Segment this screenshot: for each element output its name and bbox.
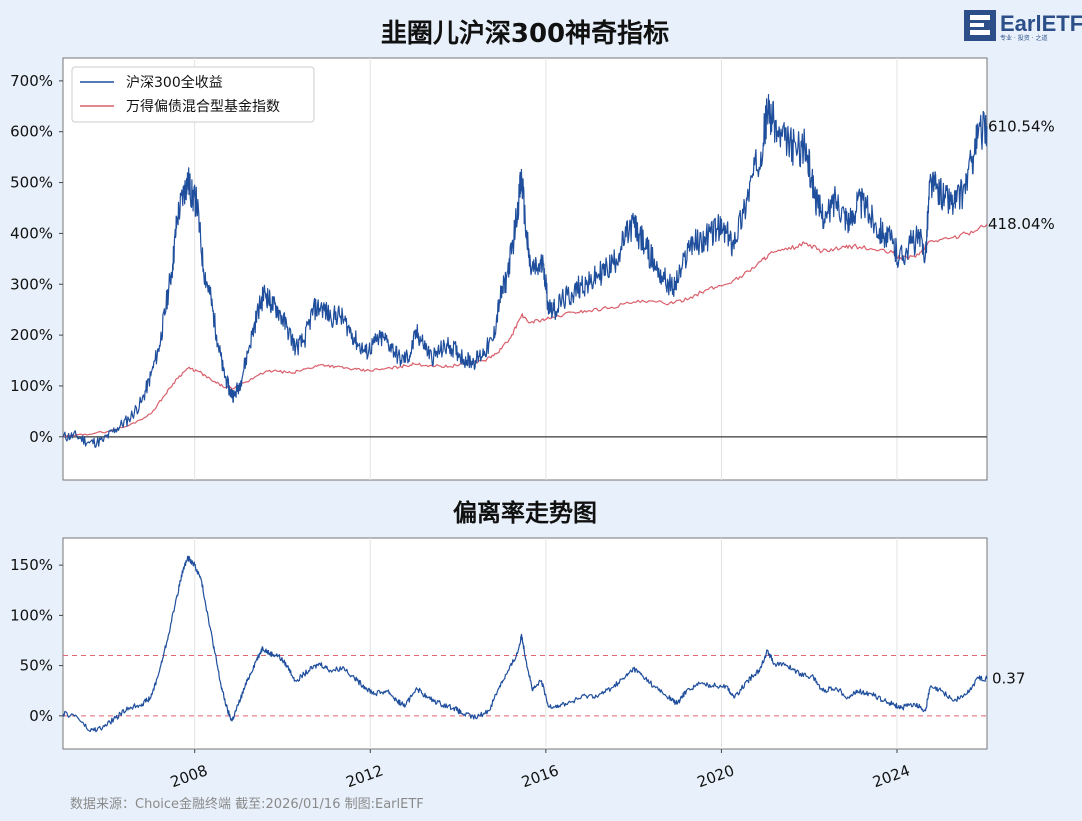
deviation-chart-title: 偏离率走势图 bbox=[453, 499, 597, 527]
top-end-labels: 418.04% 610.54% bbox=[988, 117, 1055, 233]
x-axis: 2008 2012 2016 2020 2024 bbox=[168, 749, 912, 791]
x-tick-label: 2024 bbox=[870, 761, 912, 791]
top-y-tick-label: 400% bbox=[10, 224, 53, 242]
legend: 沪深300全收益 万得偏债混合型基金指数 bbox=[71, 66, 315, 123]
top-y-tick-label: 300% bbox=[10, 275, 53, 293]
series-line-hs300 bbox=[62, 94, 988, 448]
logo: EarlETF 专业 · 投资 · 之道 bbox=[964, 10, 1082, 42]
bottom-y-axis: 0% 50% 100% 150% bbox=[10, 556, 63, 725]
main-chart-title: 韭圈儿沪深300神奇指标 bbox=[381, 19, 669, 49]
bottom-y-tick-label: 100% bbox=[10, 606, 53, 624]
series-line-bond-fund bbox=[63, 223, 988, 438]
end-label-bond-fund: 418.04% bbox=[988, 215, 1055, 233]
bottom-end-labels: 0.37 bbox=[992, 670, 1025, 688]
end-label-hs300: 610.54% bbox=[988, 117, 1055, 135]
top-y-tick-label: 600% bbox=[10, 123, 53, 141]
bottom-y-tick-label: 150% bbox=[10, 556, 53, 574]
top-grid bbox=[194, 58, 898, 480]
top-y-tick-label: 700% bbox=[10, 72, 53, 90]
x-tick-label: 2012 bbox=[344, 761, 386, 791]
bottom-y-tick-label: 50% bbox=[20, 657, 53, 675]
series-line-deviation bbox=[62, 555, 988, 733]
top-plot-area bbox=[62, 57, 988, 481]
top-y-tick-label: 0% bbox=[29, 428, 53, 446]
bottom-series-group bbox=[62, 555, 988, 733]
bottom-plot-area bbox=[62, 537, 988, 750]
legend-label-hs300: 沪深300全收益 bbox=[126, 74, 223, 91]
bottom-grid bbox=[194, 538, 898, 749]
x-tick-label: 2020 bbox=[695, 761, 737, 791]
source-note: 数据来源：Choice金融终端 截至:2026/01/16 制图:EarlETF bbox=[70, 796, 424, 812]
end-label-deviation: 0.37 bbox=[992, 670, 1025, 688]
top-y-tick-label: 500% bbox=[10, 174, 53, 192]
logo-name: EarlETF bbox=[1000, 11, 1082, 36]
top-y-tick-label: 200% bbox=[10, 326, 53, 344]
logo-tagline: 专业 · 投资 · 之道 bbox=[1000, 34, 1047, 42]
x-tick-label: 2008 bbox=[168, 761, 210, 791]
x-tick-label: 2016 bbox=[519, 761, 561, 791]
top-series-group bbox=[62, 94, 988, 448]
top-y-axis: 0% 100% 200% 300% 400% 500% 600% 700% bbox=[10, 72, 63, 446]
bottom-y-tick-label: 0% bbox=[29, 707, 53, 725]
top-y-tick-label: 100% bbox=[10, 377, 53, 395]
legend-label-bond-fund: 万得偏债混合型基金指数 bbox=[126, 98, 280, 115]
